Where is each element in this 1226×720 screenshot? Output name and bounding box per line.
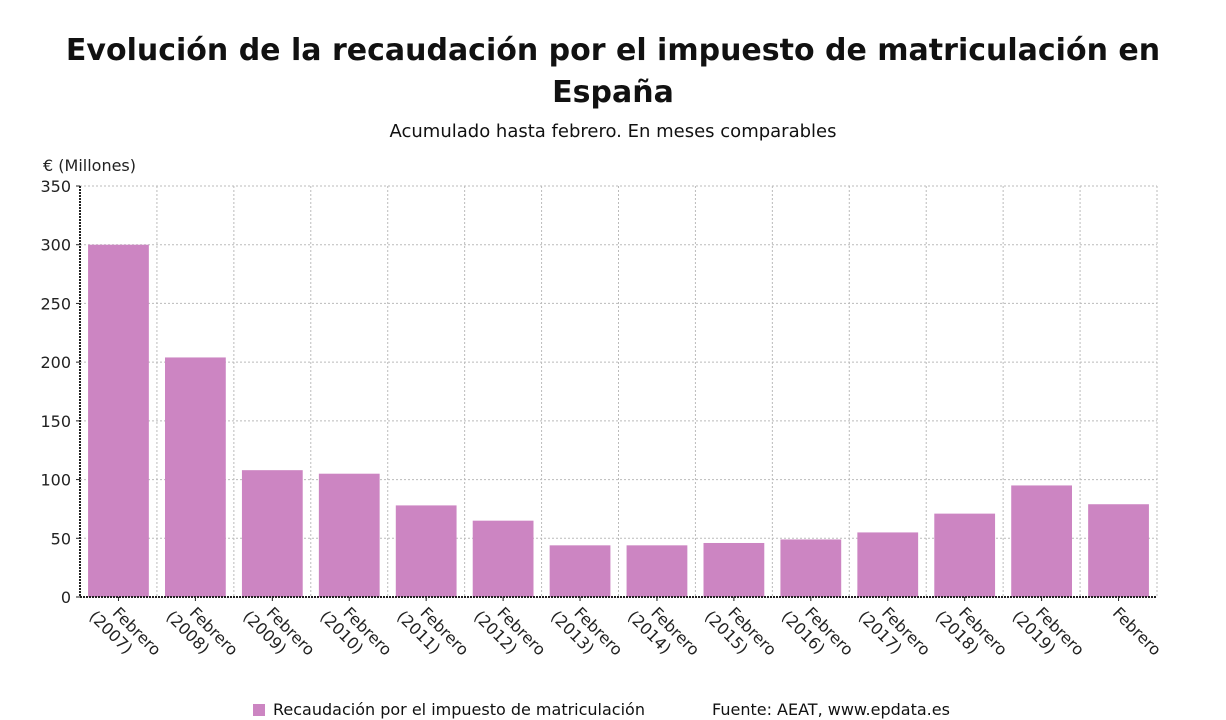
legend-swatch	[253, 703, 265, 716]
chart-title: Evolución de la recaudación por el impue…	[65, 33, 1161, 110]
bar	[88, 244, 149, 597]
bar	[1011, 485, 1072, 597]
bar	[241, 470, 303, 597]
y-tick-label: 200	[40, 353, 71, 372]
x-tick-label: Febrero(2016)	[778, 593, 857, 672]
bar	[318, 473, 380, 597]
x-tick-label: Febrero(2013)	[547, 593, 626, 672]
x-tick-label: Febrero(2012)	[470, 593, 549, 672]
bar	[1088, 504, 1149, 597]
source-note: Fuente: AEAT, www.epdata.es	[712, 700, 950, 719]
x-tick-label-line: Febrero	[1109, 603, 1165, 659]
bar	[626, 545, 688, 597]
y-tick-label: 50	[51, 529, 71, 548]
x-tick-label: Febrero(2007)	[85, 593, 164, 672]
x-tick-label: Febrero(2014)	[624, 593, 703, 672]
y-tick-label: 250	[40, 294, 71, 313]
x-tick-label: Febrero(2008)	[162, 593, 241, 672]
x-tick-label: Febrero(2017)	[855, 593, 934, 672]
bar	[472, 520, 534, 597]
bar	[857, 532, 919, 597]
chart-subtitle: Acumulado hasta febrero. En meses compar…	[389, 121, 837, 142]
y-tick-label: 150	[40, 412, 71, 431]
bar	[395, 505, 457, 597]
bar	[934, 513, 996, 597]
y-tick-label: 100	[40, 471, 71, 490]
legend-label: Recaudación por el impuesto de matricula…	[273, 700, 645, 719]
legend: Recaudación por el impuesto de matricula…	[253, 700, 645, 719]
x-tick-label: Febrero(2019)	[1009, 593, 1088, 672]
y-tick-label: 0	[61, 588, 71, 607]
x-tick-label: Febrero(2015)	[701, 593, 780, 672]
x-tick-label: Febrero(2009)	[239, 593, 318, 672]
x-tick-label: Febrero(2018)	[932, 593, 1011, 672]
bar	[780, 539, 842, 597]
y-tick-label: 350	[40, 177, 71, 196]
x-tick-label: Febrero	[1109, 603, 1165, 659]
x-tick-label: Febrero(2011)	[393, 593, 472, 672]
y-axis-label: € (Millones)	[43, 156, 136, 175]
bar	[549, 545, 611, 597]
bar	[165, 357, 226, 597]
bar	[703, 542, 765, 597]
x-tick-label: Febrero(2010)	[316, 593, 395, 672]
y-tick-label: 300	[40, 236, 71, 255]
